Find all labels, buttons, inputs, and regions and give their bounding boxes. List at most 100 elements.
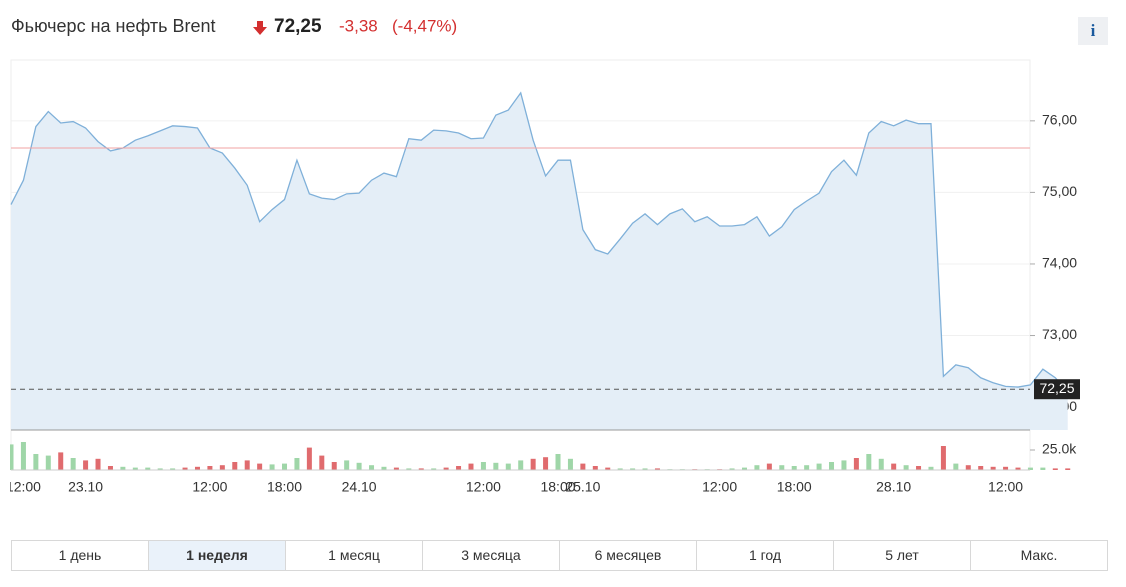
volume-bar xyxy=(468,463,474,470)
period-button[interactable]: 3 месяца xyxy=(422,541,559,570)
volume-bar xyxy=(282,463,288,470)
volume-bar xyxy=(194,466,200,470)
volume-bar xyxy=(58,452,64,470)
volume-bar xyxy=(20,442,26,470)
period-button[interactable]: 1 неделя xyxy=(148,541,285,570)
volume-bar xyxy=(990,466,996,470)
volume-bar xyxy=(766,463,772,470)
volume-bar xyxy=(1027,467,1033,470)
info-icon[interactable]: i xyxy=(1091,21,1096,40)
volume-bar xyxy=(592,466,598,470)
chart: Фьючерс на нефть Brent 72,25 -3,38 (-4,4… xyxy=(6,16,1108,495)
volume-bar xyxy=(1052,468,1058,470)
volume-bar xyxy=(157,468,163,470)
price-line xyxy=(10,91,1069,393)
change: -3,38 xyxy=(339,16,378,35)
period-button[interactable]: 5 лет xyxy=(833,541,970,570)
volume-bar xyxy=(406,468,412,470)
x-tick-label: 12:00 xyxy=(988,479,1023,495)
volume-bar xyxy=(95,458,101,470)
volume-bar xyxy=(791,466,797,470)
volume-bar xyxy=(480,462,486,470)
period-button[interactable]: Макс. xyxy=(970,541,1107,570)
last-price-box xyxy=(1034,379,1080,400)
volume-bar xyxy=(182,467,188,470)
volume-bar xyxy=(33,454,39,470)
volume-bar xyxy=(1065,468,1071,470)
period-button[interactable]: 6 месяцев xyxy=(559,541,696,570)
volume-bar xyxy=(878,458,884,470)
volume-bar xyxy=(319,455,325,470)
volume-bar xyxy=(567,458,573,470)
x-tick-label: 18:00 xyxy=(267,479,302,495)
volume-bar xyxy=(642,468,648,470)
volume-bar xyxy=(729,468,735,470)
volume-bar xyxy=(132,467,138,470)
volume-bar xyxy=(456,466,462,470)
x-tick-label: 12:00 xyxy=(6,479,41,495)
volume-bar xyxy=(1040,467,1046,470)
volume-bar xyxy=(493,462,499,470)
x-tick-label: 23.10 xyxy=(68,479,103,495)
volume-bar xyxy=(804,465,810,470)
volume-bar xyxy=(530,458,536,470)
volume-bar xyxy=(940,446,946,470)
volume-bar xyxy=(617,468,623,470)
volume-bar xyxy=(331,462,337,470)
x-tick-label: 18:00 xyxy=(540,479,575,495)
volume-bar xyxy=(518,460,524,470)
volume-bar xyxy=(1003,466,1009,470)
volume-bar xyxy=(257,463,263,470)
volume-bar xyxy=(891,463,897,470)
volume-bar xyxy=(853,458,859,470)
volume-bar xyxy=(120,466,126,470)
volume-bar xyxy=(654,468,660,470)
volume-bar xyxy=(505,463,511,470)
volume-bar xyxy=(543,457,549,470)
volume-bar xyxy=(928,466,934,470)
volume-tick-label: 25.0k xyxy=(1042,441,1077,457)
volume-bar xyxy=(10,444,14,470)
volume-bar xyxy=(418,468,424,470)
volume-bar xyxy=(779,465,785,470)
volume-bar xyxy=(306,447,312,470)
volume-bar xyxy=(1015,467,1021,470)
x-tick-label: 25.10 xyxy=(565,479,600,495)
volume-bar xyxy=(443,467,449,470)
period-button[interactable]: 1 день xyxy=(58,547,102,563)
period-button[interactable]: 1 месяц xyxy=(285,541,422,570)
volume-bar xyxy=(555,454,561,470)
volume-bar xyxy=(145,467,151,470)
volume-bar xyxy=(605,467,611,470)
volume-bar xyxy=(369,465,375,470)
volume-bar xyxy=(841,460,847,470)
volume-bar xyxy=(70,458,76,470)
volume-bar xyxy=(207,466,213,470)
area xyxy=(11,92,1068,430)
volume-bar xyxy=(866,454,872,470)
volume-bar xyxy=(381,466,387,470)
x-tick-label: 18:00 xyxy=(777,479,812,495)
volume-bar xyxy=(829,462,835,470)
x-tick-label: 12:00 xyxy=(192,479,227,495)
volume-bar xyxy=(431,468,437,470)
info-button[interactable] xyxy=(1078,17,1108,45)
volume-bar xyxy=(978,466,984,470)
volume-bar xyxy=(356,462,362,470)
period-selector: 1 день 1 неделя 1 месяц 3 месяца 6 месяцев 1 … xyxy=(11,540,1108,571)
volume-bar xyxy=(269,464,275,470)
volume-bar xyxy=(232,462,238,470)
volume-bar xyxy=(244,460,250,470)
period-button[interactable]: 1 год xyxy=(696,541,833,570)
down-arrow xyxy=(253,21,267,35)
volume-bar xyxy=(580,463,586,470)
volume-bar xyxy=(965,465,971,470)
plot: 72,0073,0074,0075,0076,00Investing.com72… xyxy=(6,59,1080,495)
y-tick-label: 73,00 xyxy=(1042,326,1077,342)
volume-bar xyxy=(630,468,636,470)
volume-bar xyxy=(83,460,89,470)
volume-bar xyxy=(294,458,300,470)
price: 72,25 xyxy=(274,16,322,37)
volume-bar xyxy=(219,465,225,470)
